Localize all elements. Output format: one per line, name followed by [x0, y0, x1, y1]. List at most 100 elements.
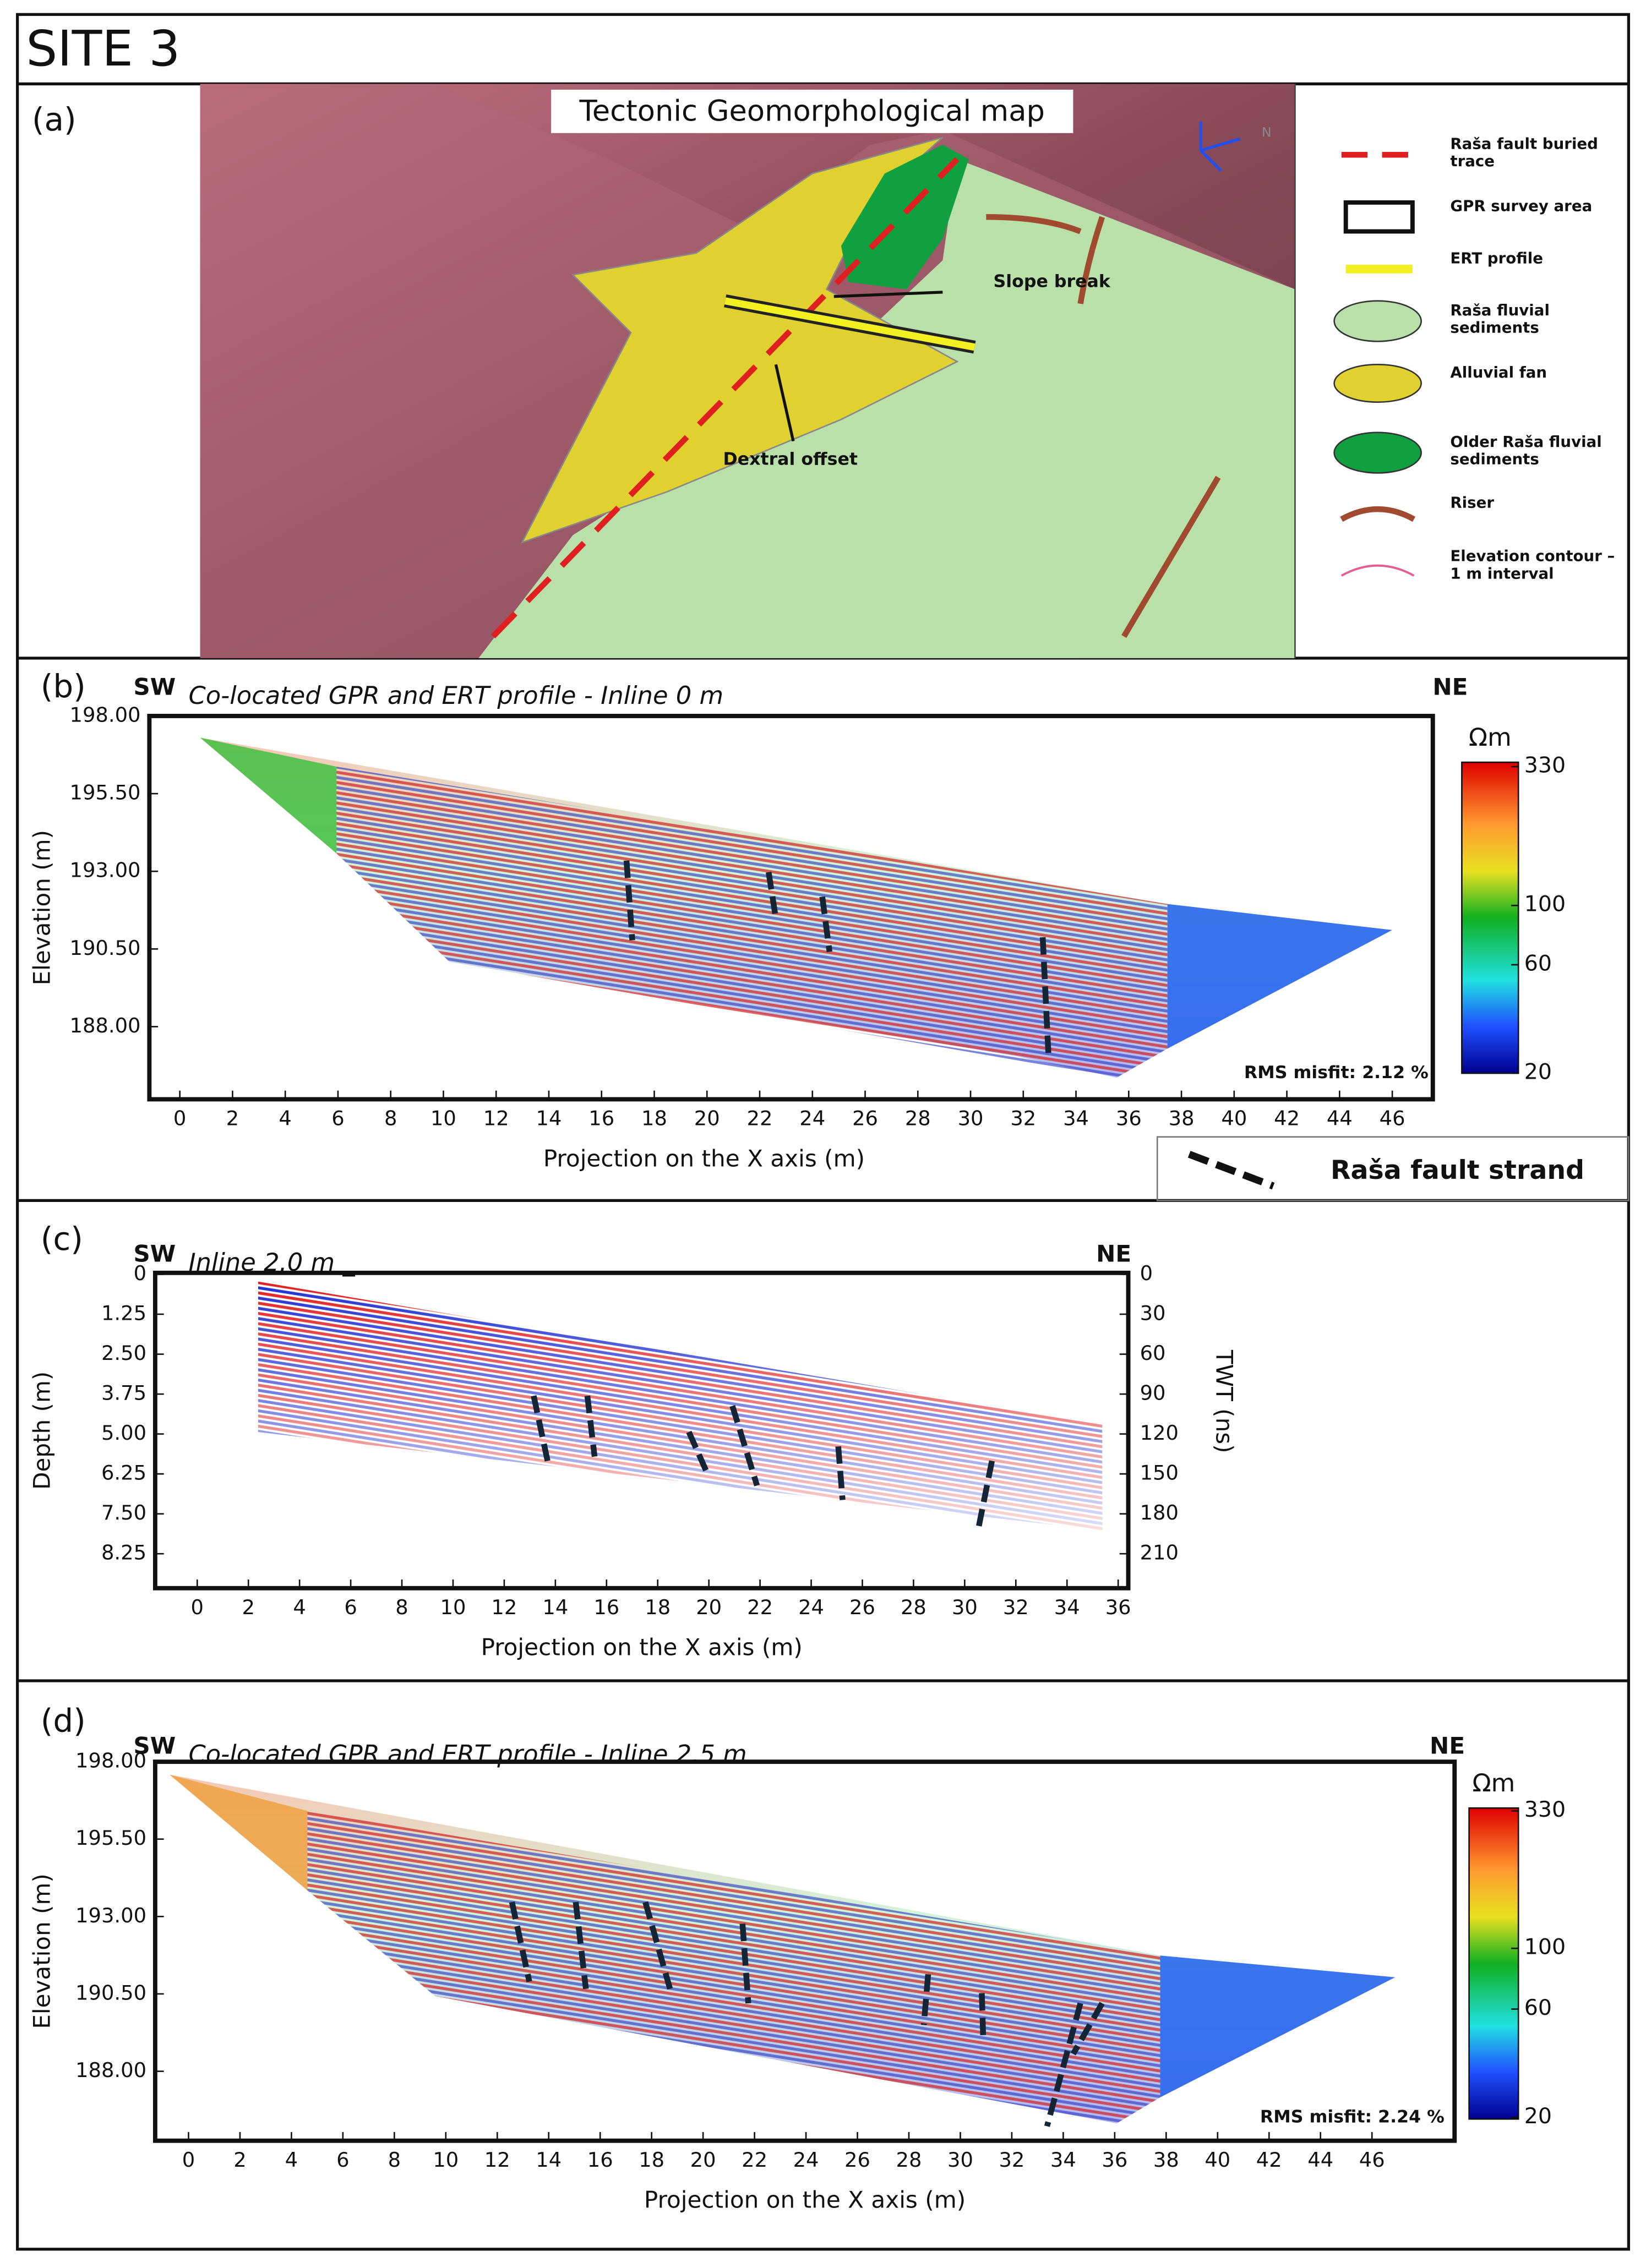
map-title: Tectonic Geomorphological map: [579, 95, 1045, 128]
colorbar-tick-label: 100: [1524, 1934, 1566, 1960]
x-tick-label: 4: [285, 2148, 298, 2172]
y-tick-label: 2.50: [101, 1341, 146, 1365]
x-tick-label: 14: [536, 1107, 562, 1130]
x-tick-label: 32: [1010, 1107, 1036, 1130]
y2-tick-label: 60: [1140, 1341, 1166, 1365]
colorbar-tick-label: 20: [1524, 2103, 1552, 2129]
fault-strand: [509, 1901, 532, 1982]
panel-label: (b): [41, 668, 86, 705]
x-tick-label: 4: [279, 1107, 291, 1130]
legend-label: Riser: [1450, 494, 1495, 512]
panel-title: Co-located GPR and ERT profile - Inline …: [188, 1740, 746, 1769]
legend-symbol: [1340, 564, 1415, 577]
y-axis-label: Elevation (m): [28, 1873, 55, 2029]
x-tick-label: 12: [483, 1107, 509, 1130]
fault-strand: [1044, 2002, 1083, 2127]
ert-profile: [724, 297, 975, 351]
x-tick-label: 28: [901, 1595, 926, 1619]
panel-label: (d): [41, 1702, 86, 1739]
y-tick-label: 193.00: [70, 859, 141, 882]
fault-strand: [739, 1923, 751, 2004]
x-tick-label: 28: [905, 1107, 931, 1130]
colorbar-tick-label: 330: [1524, 752, 1566, 778]
colorbar-tick-label: 330: [1524, 1797, 1566, 1822]
x-tick-label: 34: [1063, 1107, 1089, 1130]
plot-frame: [152, 1270, 1131, 1591]
y2-tick-label: 120: [1140, 1421, 1179, 1445]
arrow: [833, 291, 943, 298]
y2-axis-label: TWT (ns): [1211, 1349, 1238, 1453]
y-tick-label: 188.00: [75, 2058, 146, 2082]
y-tick-label: 5.00: [101, 1421, 146, 1445]
risers: [986, 214, 1221, 638]
x-tick-label: 12: [491, 1595, 517, 1619]
map-title-box: [551, 89, 1073, 133]
fault-strand: [729, 1405, 760, 1487]
x-tick-label: 24: [798, 1595, 824, 1619]
y-tick-label: 195.50: [70, 781, 141, 805]
x-tick-label: 30: [958, 1107, 984, 1130]
y-axis-label: Elevation (m): [28, 830, 55, 985]
x-tick-label: 40: [1221, 1107, 1247, 1130]
x-tick-label: 20: [696, 1595, 722, 1619]
ert-end: [200, 737, 337, 854]
y-tick-label: 3.75: [101, 1381, 146, 1405]
x-tick-label: 36: [1102, 2148, 1127, 2172]
colorbar-tick-label: 20: [1524, 1059, 1552, 1085]
fault-strand: [642, 1901, 673, 1990]
legend-item: Alluvial fan: [1450, 364, 1547, 382]
x-axis-label: Projection on the X axis (m): [481, 1634, 803, 1661]
x-tick-label: 2: [226, 1107, 239, 1130]
x-tick-label: 32: [1003, 1595, 1029, 1619]
ert-end: [170, 1774, 308, 1891]
x-tick-label: 8: [384, 1107, 397, 1130]
map-fluvial: [478, 159, 1295, 658]
fault-strand: [976, 1460, 995, 1527]
x-tick-label: 2: [242, 1595, 254, 1619]
x-tick-label: 44: [1327, 1107, 1353, 1130]
ne-label: NE: [1096, 1240, 1131, 1267]
y-tick-label: 8.25: [101, 1541, 146, 1565]
ert-end: [1160, 1955, 1396, 2097]
x-tick-label: 34: [1054, 1595, 1080, 1619]
x-tick-label: 6: [336, 2148, 349, 2172]
colorbar-tick-label: 60: [1524, 951, 1552, 976]
fault-strand: [686, 1430, 709, 1473]
fault-legend-box: [1156, 1136, 1629, 1201]
y-tick-label: 1.25: [101, 1301, 146, 1325]
x-tick-label: 28: [896, 2148, 922, 2172]
panel-label: (a): [32, 101, 77, 138]
plot-frame: [147, 714, 1435, 1102]
fault-legend-symbol: [1187, 1151, 1275, 1190]
fault-strand: [531, 1395, 551, 1464]
fault-strand: [1039, 937, 1051, 1056]
legend-item: Riser: [1450, 494, 1495, 512]
x-tick-label: 6: [344, 1595, 357, 1619]
legend-symbol: [1343, 200, 1415, 234]
x-tick-label: 24: [799, 1107, 825, 1130]
x-tick-label: 26: [852, 1107, 878, 1130]
x-axis-label: Projection on the X axis (m): [543, 1145, 865, 1172]
x-tick-label: 30: [952, 1595, 978, 1619]
fault-legend-label: Raša fault strand: [1331, 1155, 1584, 1185]
fault-strand: [920, 1974, 931, 2025]
colorbar: [1468, 1807, 1519, 2120]
y-axis-label: Depth (m): [28, 1371, 55, 1490]
x-tick-label: 36: [1105, 1595, 1131, 1619]
figure-title: SITE 3: [26, 20, 180, 78]
y-tick-label: 195.50: [75, 1826, 146, 1850]
fault-strand: [623, 860, 635, 941]
colorbar-title: Ωm: [1469, 723, 1512, 752]
x-tick-label: 36: [1116, 1107, 1142, 1130]
colorbar-tick-label: 60: [1524, 1995, 1552, 2020]
map-older: [841, 144, 969, 289]
y2-tick-label: 0: [1140, 1261, 1153, 1285]
colorbar: [1461, 761, 1519, 1074]
x-tick-label: 10: [440, 1595, 466, 1619]
ne-label: NE: [1430, 1732, 1465, 1759]
compass: [1199, 121, 1241, 172]
x-tick-label: 38: [1153, 2148, 1179, 2172]
x-tick-label: 10: [430, 1107, 456, 1130]
legend-symbol: [1333, 431, 1422, 474]
x-tick-label: 12: [484, 2148, 510, 2172]
